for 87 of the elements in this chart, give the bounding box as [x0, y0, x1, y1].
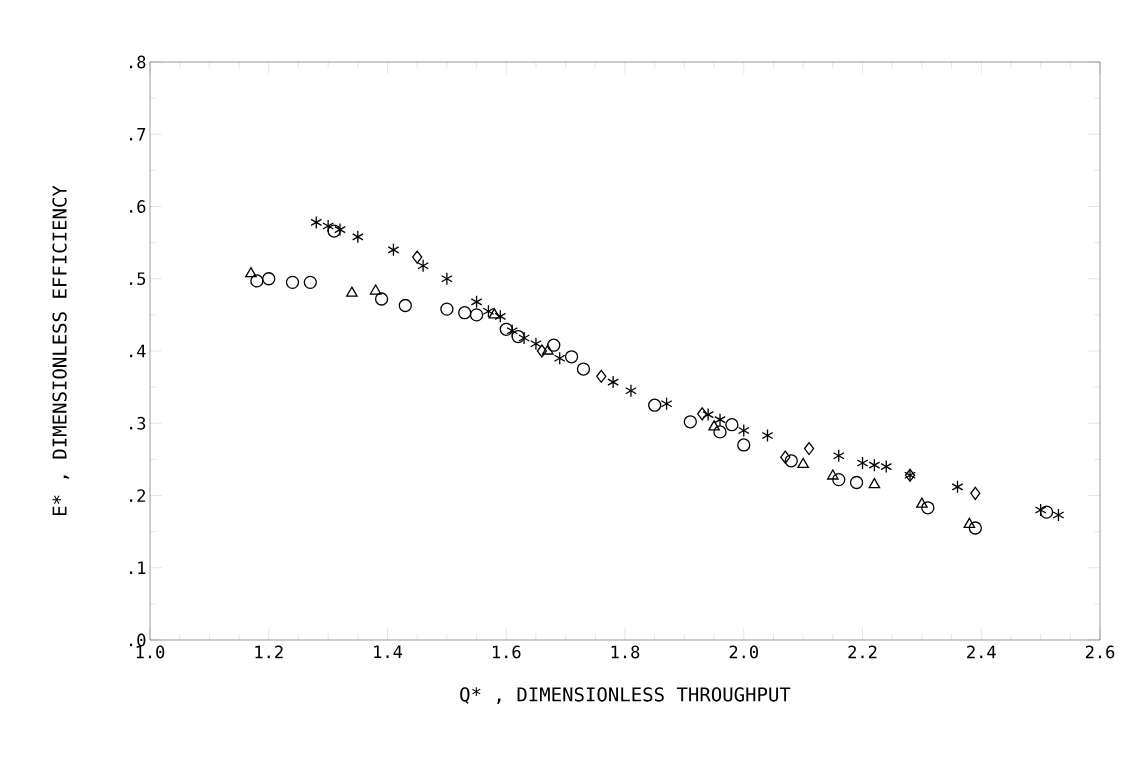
point [660, 397, 673, 411]
point [417, 259, 429, 273]
point [470, 295, 483, 309]
point [245, 267, 257, 278]
point [625, 384, 637, 398]
point [440, 302, 454, 316]
point [921, 501, 935, 515]
point [1034, 503, 1047, 517]
y-tick-label: .3 [130, 416, 146, 430]
point [708, 420, 720, 431]
point [458, 306, 472, 320]
point [968, 521, 982, 535]
point [547, 338, 561, 352]
y-tick-label: .2 [130, 489, 146, 502]
point [683, 415, 697, 429]
x-tick-label: 2.2 [848, 645, 877, 659]
point [702, 407, 714, 422]
point [596, 369, 607, 383]
point [374, 292, 389, 306]
y-tick-label: .5 [130, 272, 146, 286]
point [648, 398, 662, 412]
point [494, 309, 507, 323]
y-tick-label: .4 [130, 344, 146, 358]
x-tick-label: 1.0 [136, 645, 165, 659]
x-tick-label: 2.4 [967, 645, 996, 659]
point [797, 457, 809, 469]
point [303, 275, 317, 290]
x-tick-label: 2.6 [1085, 645, 1115, 659]
y-tick-label: .6 [130, 200, 146, 213]
point [849, 475, 864, 490]
point [518, 331, 530, 345]
point [916, 497, 928, 508]
x-tick-label: 1.2 [255, 645, 283, 659]
point [285, 275, 300, 290]
point [737, 438, 751, 452]
point [951, 480, 964, 494]
point [868, 458, 881, 472]
point [398, 298, 412, 313]
x-tick-label: 1.6 [492, 645, 521, 659]
point [530, 337, 542, 351]
point [803, 441, 815, 456]
point [387, 243, 400, 257]
point [488, 308, 501, 319]
point [334, 222, 346, 237]
point [412, 250, 423, 264]
point [262, 272, 276, 286]
point [832, 449, 845, 463]
point [327, 224, 341, 238]
point [832, 472, 846, 487]
point [970, 486, 981, 500]
point [713, 425, 727, 439]
point [322, 219, 334, 233]
point [856, 456, 869, 470]
point [784, 454, 798, 468]
y-tick-label: .7 [130, 128, 146, 141]
x-tick-label: 1.4 [374, 645, 403, 658]
point [536, 344, 548, 358]
point [541, 344, 554, 355]
point [576, 362, 591, 376]
point [607, 375, 619, 389]
point [369, 284, 382, 295]
point [553, 351, 566, 365]
point [310, 215, 323, 230]
x-axis-title: Q* , DIMENSIONLESS THROUGHPUT [460, 687, 791, 705]
point [469, 308, 484, 322]
y-tick-label: .8 [130, 55, 146, 69]
point [780, 450, 791, 464]
x-tick-label: 2.0 [729, 645, 758, 659]
point [880, 459, 893, 474]
point [826, 469, 839, 480]
y-tick-label: .0 [130, 633, 146, 647]
point [714, 412, 726, 427]
point [346, 286, 358, 297]
point [482, 304, 495, 318]
point [441, 272, 453, 286]
y-tick-label: .1 [130, 561, 146, 574]
point [499, 322, 513, 336]
point [250, 274, 264, 288]
point [351, 230, 364, 244]
point [963, 517, 976, 529]
y-axis-title: E* , DIMENSIONLESS EFFICIENCY [52, 185, 70, 516]
point [697, 407, 708, 421]
point [564, 350, 579, 364]
point [868, 478, 881, 489]
point [511, 329, 525, 344]
point [761, 428, 774, 443]
x-tick-label: 1.8 [611, 645, 640, 659]
